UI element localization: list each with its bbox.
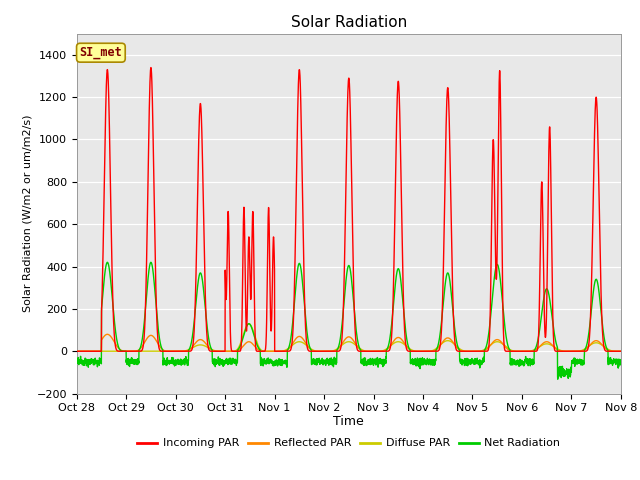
- Net Radiation: [354, 338, 362, 344]
- Reflected PAR: [441, 337, 449, 343]
- Reflected PAR: [107, 334, 115, 339]
- Line: Reflected PAR: Reflected PAR: [77, 334, 621, 351]
- Incoming PAR: [354, 348, 362, 353]
- Diffuse PAR: [461, 348, 468, 354]
- Net Radiation: [554, 376, 561, 382]
- Incoming PAR: [73, 348, 81, 354]
- Title: Solar Radiation: Solar Radiation: [291, 15, 407, 30]
- Incoming PAR: [147, 65, 155, 71]
- Reflected PAR: [73, 348, 81, 354]
- Diffuse PAR: [617, 348, 625, 354]
- Diffuse PAR: [373, 348, 381, 354]
- Diffuse PAR: [354, 344, 362, 349]
- Net Radiation: [617, 360, 625, 366]
- Line: Incoming PAR: Incoming PAR: [77, 68, 621, 351]
- Incoming PAR: [609, 348, 616, 354]
- Diffuse PAR: [107, 348, 115, 354]
- Reflected PAR: [461, 348, 468, 354]
- Net Radiation: [441, 287, 449, 293]
- Diffuse PAR: [609, 348, 616, 354]
- Diffuse PAR: [73, 348, 81, 354]
- Reflected PAR: [617, 348, 625, 354]
- Net Radiation: [73, 360, 81, 366]
- Incoming PAR: [617, 348, 625, 354]
- Reflected PAR: [104, 331, 111, 337]
- Incoming PAR: [107, 183, 115, 189]
- Incoming PAR: [441, 204, 449, 210]
- Reflected PAR: [609, 348, 616, 354]
- Net Radiation: [107, 277, 115, 283]
- Net Radiation: [373, 358, 381, 363]
- Diffuse PAR: [245, 321, 253, 326]
- X-axis label: Time: Time: [333, 415, 364, 428]
- Text: SI_met: SI_met: [79, 46, 122, 59]
- Incoming PAR: [461, 348, 468, 354]
- Legend: Incoming PAR, Reflected PAR, Diffuse PAR, Net Radiation: Incoming PAR, Reflected PAR, Diffuse PAR…: [133, 434, 564, 453]
- Incoming PAR: [373, 348, 381, 354]
- Net Radiation: [461, 356, 468, 361]
- Y-axis label: Solar Radiation (W/m2 or um/m2/s): Solar Radiation (W/m2 or um/m2/s): [22, 115, 33, 312]
- Line: Diffuse PAR: Diffuse PAR: [77, 324, 621, 351]
- Reflected PAR: [354, 344, 362, 350]
- Reflected PAR: [373, 348, 381, 354]
- Net Radiation: [104, 259, 111, 265]
- Line: Net Radiation: Net Radiation: [77, 262, 621, 379]
- Net Radiation: [609, 362, 616, 368]
- Diffuse PAR: [441, 339, 449, 345]
